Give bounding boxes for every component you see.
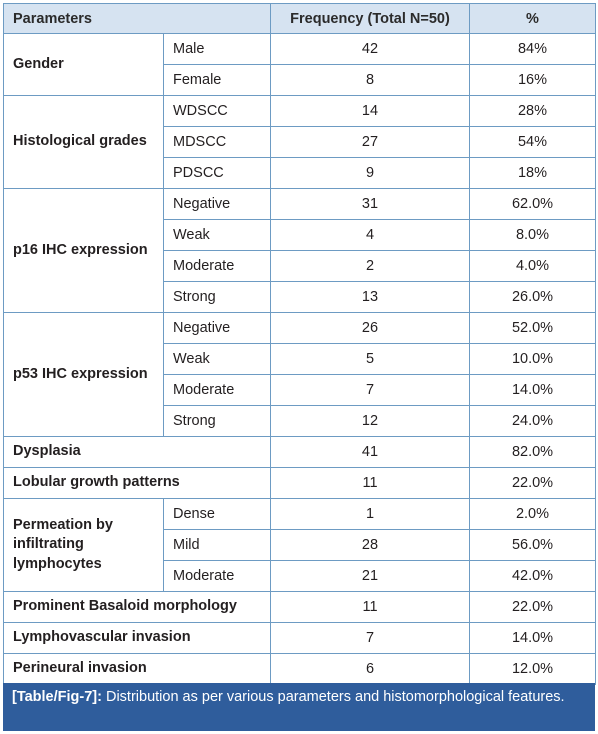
frequency-cell: 7 — [270, 622, 470, 654]
frequency-cell: 27 — [270, 126, 470, 158]
frequency-cell: 2 — [270, 250, 470, 282]
subcategory-cell: Dense — [163, 498, 271, 530]
percent-cell: 14.0% — [469, 374, 596, 406]
parameter-cell: Dysplasia — [3, 436, 271, 468]
caption-label: [Table/Fig-7]: — [12, 689, 102, 705]
percent-cell: 26.0% — [469, 281, 596, 313]
frequency-cell: 41 — [270, 436, 470, 468]
frequency-cell: 12 — [270, 405, 470, 437]
subcategory-cell: Negative — [163, 188, 271, 220]
percent-cell: 8.0% — [469, 219, 596, 251]
frequency-cell: 1 — [270, 498, 470, 530]
percent-cell: 28% — [469, 95, 596, 127]
subcategory-cell: Female — [163, 64, 271, 96]
percent-cell: 12.0% — [469, 653, 596, 685]
table-caption: [Table/Fig-7]: Distribution as per vario… — [3, 683, 595, 731]
table-row: Lymphovascular invasion 7 14.0% — [3, 622, 596, 654]
frequency-cell: 14 — [270, 95, 470, 127]
parameter-cell: Prominent Basaloid morphology — [3, 591, 271, 623]
parameter-cell: p16 IHC expression — [3, 188, 164, 313]
frequency-cell: 13 — [270, 281, 470, 313]
frequency-cell: 8 — [270, 64, 470, 96]
table-row: Permeation by infiltrating lymphocytes De… — [3, 498, 596, 592]
percent-cell: 16% — [469, 64, 596, 96]
table-row: Moderate 7 14.0% — [4, 374, 596, 406]
frequency-cell: 7 — [270, 374, 470, 406]
data-table-container: Parameters Frequency (Total N=50) % Gend… — [3, 3, 596, 685]
header-percent: % — [469, 3, 596, 34]
parameter-cell: Lymphovascular invasion — [3, 622, 271, 654]
parameter-cell: Histological grades — [3, 95, 164, 189]
table-row: Female 8 16% — [4, 64, 596, 96]
percent-cell: 4.0% — [469, 250, 596, 282]
table-row: p53 IHC expression Negative 26 52.0% — [3, 312, 596, 437]
table-row: Lobular growth patterns 11 22.0% — [3, 467, 596, 499]
subcategory-cell: WDSCC — [163, 95, 271, 127]
table-row: Weak 4 8.0% — [4, 219, 596, 251]
subcategory-cell: MDSCC — [163, 126, 271, 158]
frequency-cell: 6 — [270, 653, 470, 685]
header-frequency: Frequency (Total N=50) — [270, 3, 470, 34]
percent-cell: 52.0% — [469, 312, 596, 344]
subcategory-cell: Weak — [163, 219, 271, 251]
data-table: Parameters Frequency (Total N=50) % Gend… — [3, 3, 596, 685]
table-row: MDSCC 27 54% — [4, 126, 596, 158]
table-header-row: Parameters Frequency (Total N=50) % — [3, 3, 596, 34]
percent-cell: 22.0% — [469, 591, 596, 623]
frequency-cell: 4 — [270, 219, 470, 251]
subcategory-cell: Strong — [163, 405, 271, 437]
frequency-cell: 9 — [270, 157, 470, 189]
subcategory-cell: Mild — [163, 529, 271, 561]
table-row: Strong 12 24.0% — [4, 405, 596, 437]
frequency-cell: 31 — [270, 188, 470, 220]
table-row: Moderate 21 42.0% — [4, 560, 596, 592]
table-row: Dysplasia 41 82.0% — [3, 436, 596, 468]
percent-cell: 10.0% — [469, 343, 596, 375]
table-row: Prominent Basaloid morphology 11 22.0% — [3, 591, 596, 623]
frequency-cell: 5 — [270, 343, 470, 375]
table-row: PDSCC 9 18% — [4, 157, 596, 189]
table-row: Histological grades WDSCC 14 28% — [3, 95, 596, 189]
subcategory-cell: Negative — [163, 312, 271, 344]
frequency-cell: 26 — [270, 312, 470, 344]
subcategory-cell: Strong — [163, 281, 271, 313]
subcategory-cell: Male — [163, 33, 271, 65]
percent-cell: 22.0% — [469, 467, 596, 499]
frequency-cell: 42 — [270, 33, 470, 65]
subcategory-cell: Moderate — [163, 374, 271, 406]
percent-cell: 24.0% — [469, 405, 596, 437]
percent-cell: 62.0% — [469, 188, 596, 220]
table-row: Mild 28 56.0% — [4, 529, 596, 561]
parameter-cell: Lobular growth patterns — [3, 467, 271, 499]
percent-cell: 84% — [469, 33, 596, 65]
percent-cell: 42.0% — [469, 560, 596, 592]
percent-cell: 56.0% — [469, 529, 596, 561]
frequency-cell: 21 — [270, 560, 470, 592]
table-row: Gender Male 42 84% — [3, 33, 596, 96]
subcategory-cell: PDSCC — [163, 157, 271, 189]
percent-cell: 18% — [469, 157, 596, 189]
parameter-cell: Gender — [3, 33, 164, 96]
table-row: Strong 13 26.0% — [4, 281, 596, 313]
parameter-cell: Perineural invasion — [3, 653, 271, 685]
parameter-cell: p53 IHC expression — [3, 312, 164, 437]
frequency-cell: 11 — [270, 591, 470, 623]
percent-cell: 54% — [469, 126, 596, 158]
parameter-cell: Permeation by infiltrating lymphocytes — [3, 498, 164, 592]
table-row: p16 IHC expression Negative 31 62.0% — [3, 188, 596, 313]
percent-cell: 82.0% — [469, 436, 596, 468]
percent-cell: 2.0% — [469, 498, 596, 530]
frequency-cell: 28 — [270, 529, 470, 561]
table-row: Moderate 2 4.0% — [4, 250, 596, 282]
subcategory-cell: Weak — [163, 343, 271, 375]
subcategory-cell: Moderate — [163, 250, 271, 282]
frequency-cell: 11 — [270, 467, 470, 499]
header-parameters: Parameters — [3, 3, 271, 34]
table-row: Perineural invasion 6 12.0% — [3, 653, 596, 685]
subcategory-cell: Moderate — [163, 560, 271, 592]
percent-cell: 14.0% — [469, 622, 596, 654]
caption-text: Distribution as per various parameters a… — [101, 689, 565, 705]
